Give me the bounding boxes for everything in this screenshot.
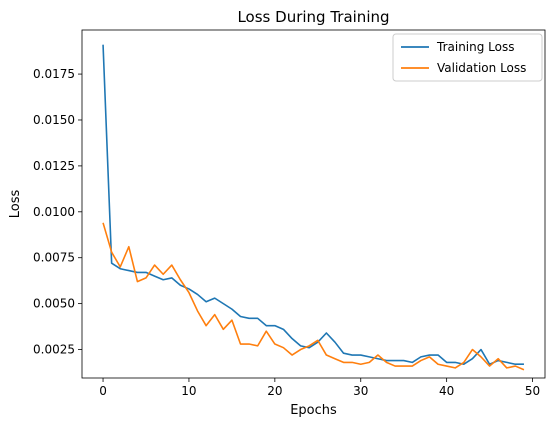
x-axis: 0 10 20 30 40 50 — [99, 378, 540, 398]
series-line-training-loss — [102, 44, 524, 366]
legend-box — [392, 33, 543, 82]
x-tick-label: 30 — [353, 384, 368, 398]
series-layer — [102, 44, 525, 371]
axes-frame — [81, 29, 546, 379]
x-tick-label: 40 — [439, 384, 454, 398]
legend: Training Loss Validation Loss — [392, 33, 543, 82]
x-tick-label: 20 — [267, 384, 282, 398]
y-axis: 0.0025 0.0050 0.0075 0.0100 0.0125 0.0150 0.01… — [33, 67, 82, 357]
chart-title: Loss During Training — [237, 8, 389, 26]
y-tick-label: 0.0125 — [33, 159, 75, 173]
series-line-validation-loss — [102, 222, 525, 371]
y-axis-label: Loss — [8, 190, 23, 219]
plot-area — [81, 29, 546, 379]
legend-label-training-loss: Training Loss — [436, 40, 514, 54]
legend-label-validation-loss: Validation Loss — [437, 61, 526, 75]
y-tick-label: 0.0100 — [33, 205, 75, 219]
y-tick-label: 0.0050 — [33, 297, 75, 311]
y-tick-label: 0.0025 — [33, 343, 75, 357]
y-tick-label: 0.0150 — [33, 113, 75, 127]
x-tick-label: 50 — [525, 384, 540, 398]
x-axis-label: Epochs — [290, 403, 337, 418]
y-tick-label: 0.0075 — [33, 251, 75, 265]
y-tick-label: 0.0175 — [33, 67, 75, 81]
x-tick-label: 10 — [181, 384, 196, 398]
x-tick-label: 0 — [99, 384, 107, 398]
